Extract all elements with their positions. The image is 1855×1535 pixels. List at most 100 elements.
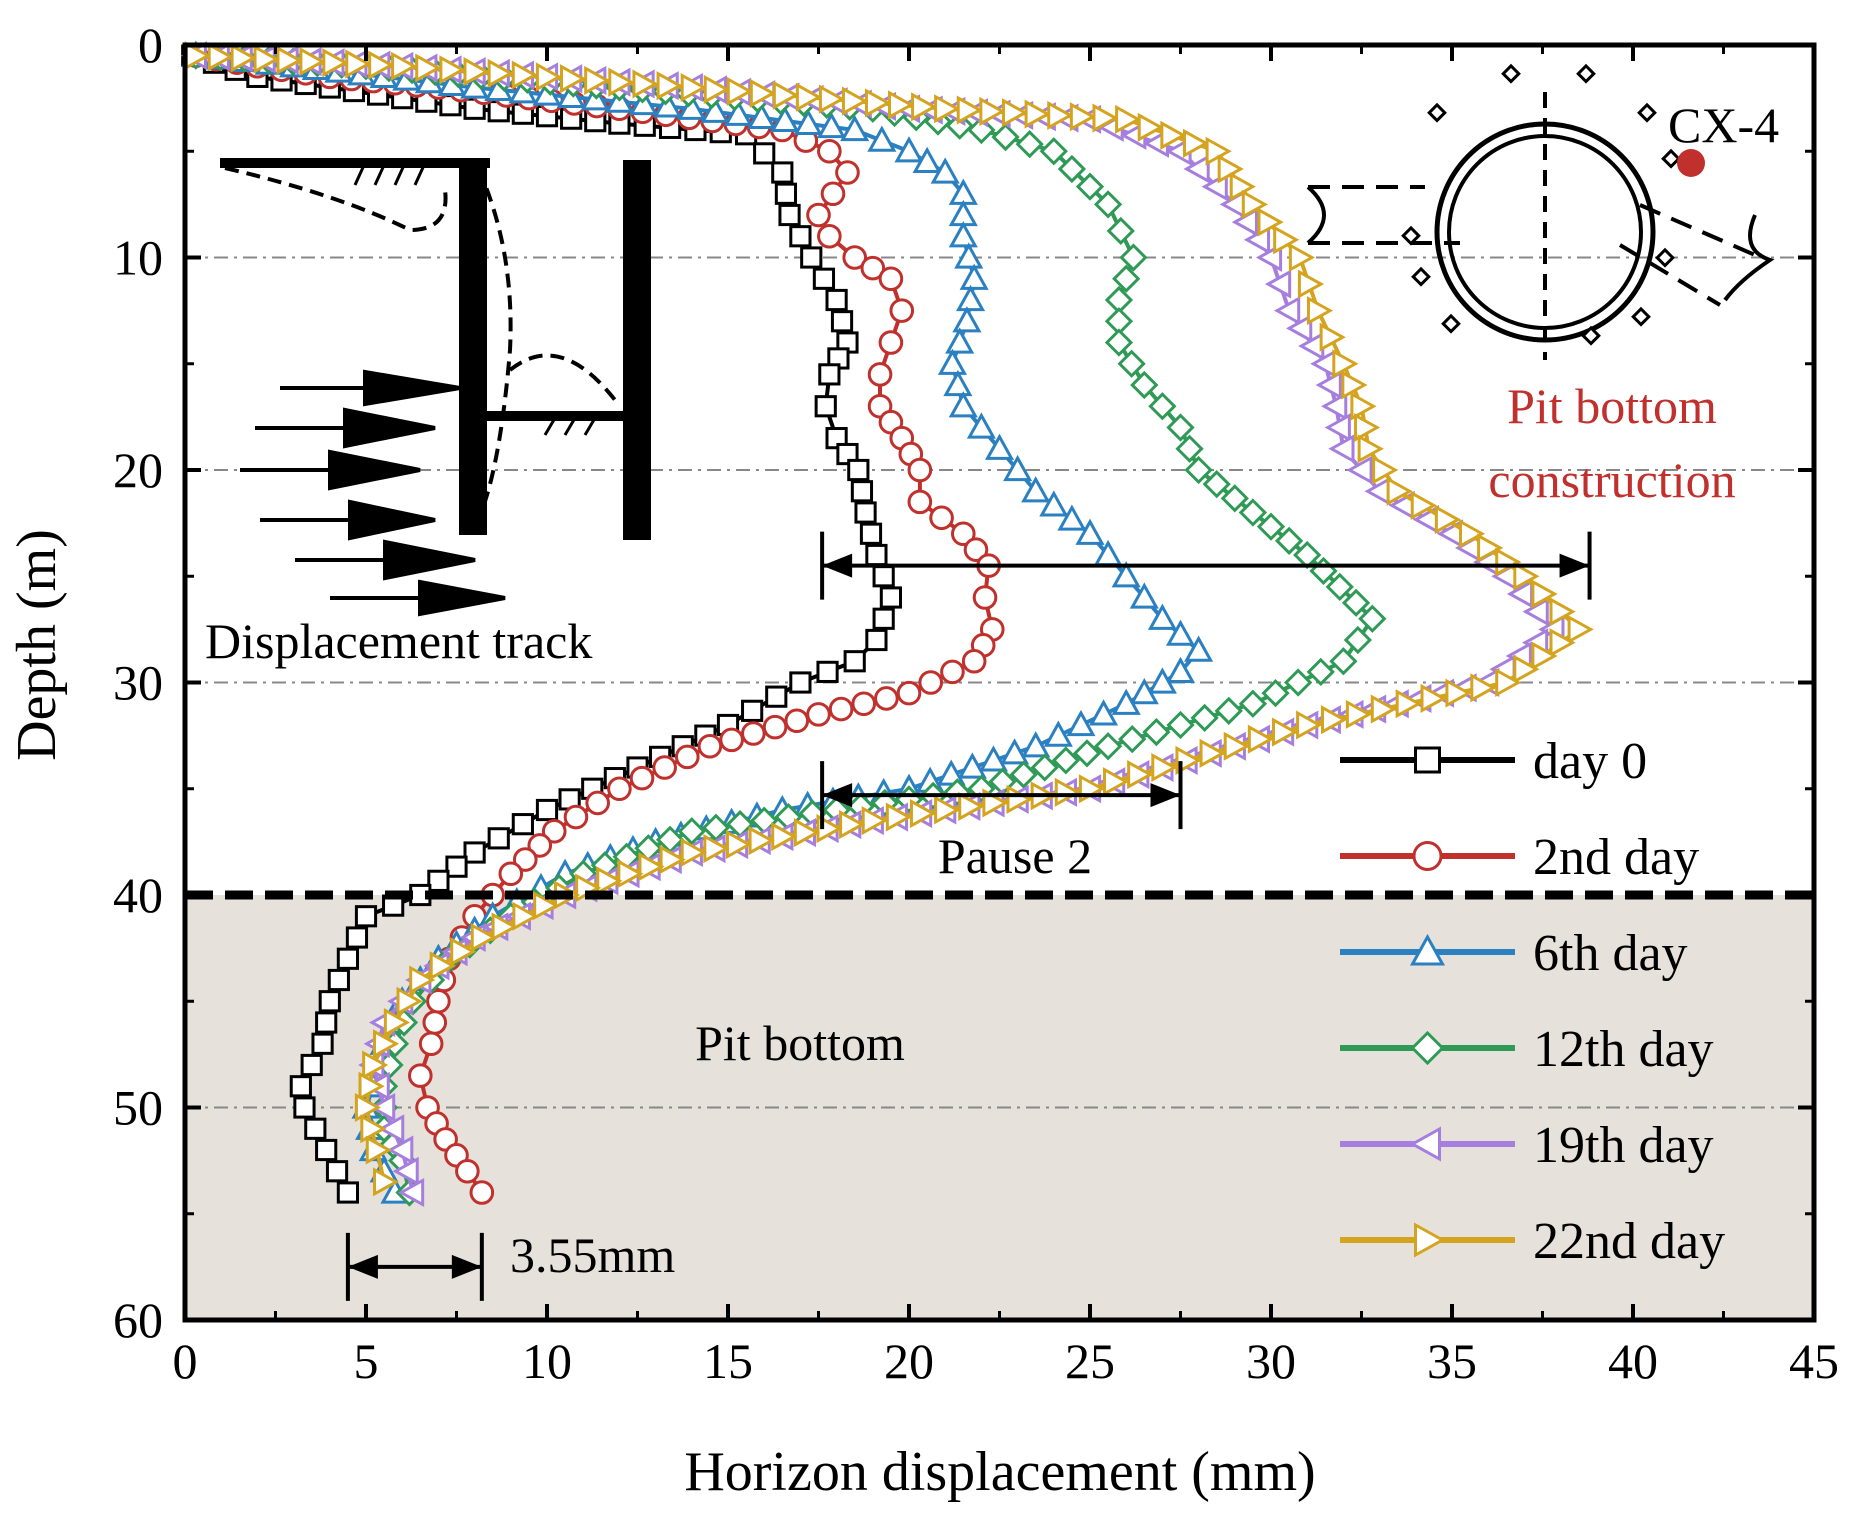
data-point	[784, 708, 810, 734]
data-point	[978, 745, 1009, 772]
x-tick-label: 40	[1608, 1333, 1658, 1389]
data-point	[907, 489, 933, 515]
data-point	[289, 1075, 312, 1098]
data-point	[345, 926, 369, 949]
data-point	[674, 744, 700, 770]
dimension-arrow	[345, 1232, 484, 1301]
data-point	[816, 111, 846, 139]
data-point	[850, 480, 874, 503]
data-point	[1111, 561, 1141, 588]
data-point	[230, 43, 257, 73]
dimension-arrow	[820, 761, 1183, 830]
data-point	[1199, 738, 1226, 768]
data-point	[963, 537, 989, 562]
data-point	[383, 1007, 411, 1038]
data-point	[697, 733, 723, 759]
data-point	[463, 57, 490, 87]
pit-bottom-construction-line1: Pit bottom	[1507, 378, 1717, 434]
data-point	[741, 721, 766, 746]
data-point	[378, 1114, 405, 1144]
data-point	[1021, 731, 1051, 758]
data-point	[1160, 120, 1187, 150]
data-point	[957, 752, 987, 779]
data-point	[427, 869, 450, 892]
data-point	[1223, 731, 1250, 761]
data-point	[463, 841, 486, 864]
legend-label: 2nd day	[1533, 829, 1699, 886]
x-tick-label: 0	[173, 1333, 198, 1389]
data-point	[680, 72, 707, 103]
data-point	[961, 648, 987, 674]
data-point	[1166, 413, 1195, 442]
data-point	[1183, 154, 1210, 184]
data-point	[795, 82, 823, 112]
data-point	[387, 1135, 414, 1165]
data-point	[945, 327, 975, 354]
data-point	[1057, 154, 1087, 184]
data-point	[959, 263, 989, 290]
data-point	[584, 65, 611, 95]
data-point	[1247, 724, 1275, 754]
data-point	[1039, 490, 1069, 517]
cx-4-label: CX-4	[1668, 97, 1779, 153]
data-point	[830, 310, 854, 333]
data-point	[1350, 391, 1377, 421]
data-point	[1286, 313, 1313, 343]
data-point	[940, 659, 965, 685]
data-point	[1000, 738, 1030, 765]
data-point	[1567, 614, 1594, 644]
data-point	[726, 76, 753, 106]
data-point	[1129, 582, 1159, 609]
data-point	[365, 1135, 392, 1165]
data-point	[958, 791, 985, 822]
data-point	[889, 298, 915, 323]
data-point	[703, 833, 730, 864]
data-point	[859, 522, 883, 545]
data-point	[318, 990, 341, 1013]
data-point	[806, 702, 831, 727]
data-point	[951, 521, 976, 547]
data-point	[955, 284, 986, 312]
legend-marker	[1409, 1126, 1441, 1162]
width-3-55mm-label: 3.55mm	[510, 1227, 675, 1283]
data-point	[1030, 753, 1059, 782]
data-point	[1001, 98, 1029, 128]
x-tick-label: 45	[1789, 1333, 1839, 1389]
data-point	[1003, 454, 1033, 482]
legend-item: day 0	[1340, 733, 1647, 790]
data-point	[628, 88, 659, 116]
data-point	[1039, 137, 1068, 166]
data-point	[560, 64, 587, 94]
data-point	[991, 122, 1020, 152]
data-point	[912, 146, 942, 173]
data-point	[362, 1050, 389, 1080]
data-point	[929, 505, 954, 531]
data-point	[835, 160, 860, 185]
data-point	[1111, 688, 1141, 715]
data-point	[1175, 434, 1204, 463]
data-point	[878, 266, 904, 292]
data-point	[1054, 777, 1081, 807]
data-point	[511, 60, 538, 90]
data-point	[511, 813, 534, 836]
data-point	[1341, 588, 1371, 617]
x-tick-label: 20	[884, 1333, 934, 1389]
data-point	[888, 90, 915, 120]
data-point	[1319, 322, 1346, 352]
data-point	[1341, 370, 1368, 400]
data-point	[817, 138, 842, 164]
data-point	[556, 81, 586, 109]
data-point	[315, 1011, 338, 1034]
data-point	[1306, 657, 1335, 686]
data-point	[336, 947, 359, 970]
data-point	[1130, 370, 1159, 400]
data-point	[373, 1167, 400, 1197]
data-point	[1147, 667, 1177, 694]
data-point	[1531, 641, 1558, 671]
data-point	[842, 245, 868, 270]
data-point	[1129, 678, 1159, 705]
data-point	[487, 827, 510, 850]
data-point	[1021, 476, 1051, 503]
data-point	[918, 670, 944, 695]
y-tick-label: 0	[138, 17, 163, 73]
